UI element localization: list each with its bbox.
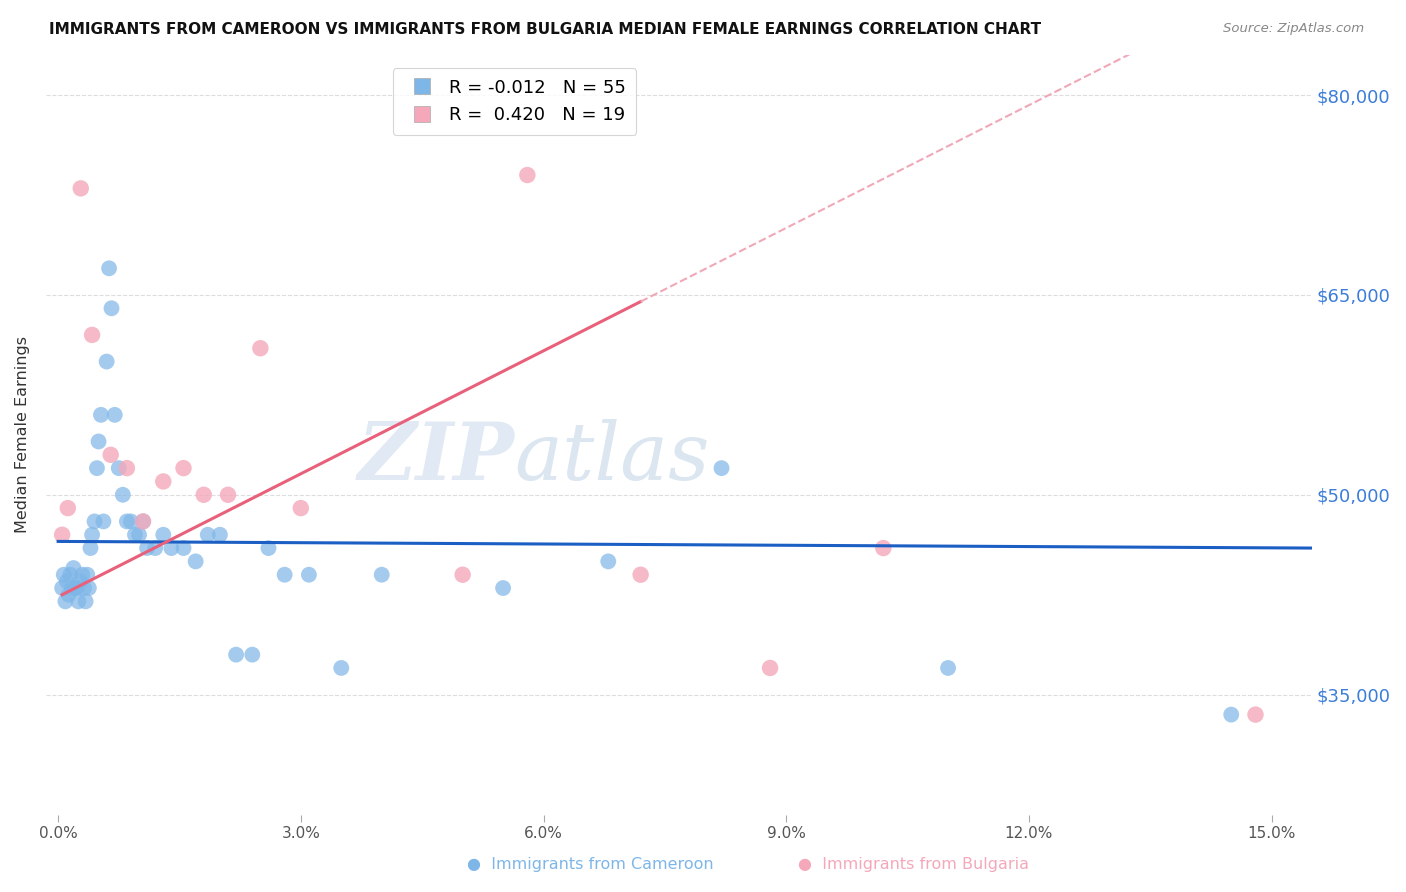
Point — [217, 488, 239, 502]
Point — [451, 567, 474, 582]
Point — [152, 527, 174, 541]
Point — [111, 488, 134, 502]
Legend: R = -0.012   N = 55, R =  0.420   N = 19: R = -0.012 N = 55, R = 0.420 N = 19 — [392, 68, 637, 135]
Point — [936, 661, 959, 675]
Point — [197, 527, 219, 541]
Point — [143, 541, 166, 555]
Point — [115, 515, 138, 529]
Point — [69, 181, 91, 195]
Point — [225, 648, 247, 662]
Point — [710, 461, 733, 475]
Point — [90, 408, 112, 422]
Point — [80, 527, 103, 541]
Text: ●  Immigrants from Cameroon: ● Immigrants from Cameroon — [467, 857, 714, 872]
Y-axis label: Median Female Earnings: Median Female Earnings — [15, 336, 30, 533]
Point — [51, 581, 73, 595]
Point — [59, 567, 82, 582]
Point — [66, 581, 89, 595]
Point — [872, 541, 894, 555]
Point — [290, 501, 312, 516]
Point — [63, 581, 86, 595]
Point — [79, 541, 101, 555]
Point — [598, 554, 620, 568]
Point — [1220, 707, 1243, 722]
Point — [60, 581, 83, 595]
Point — [100, 448, 122, 462]
Point — [759, 661, 782, 675]
Point — [124, 527, 146, 541]
Point — [160, 541, 183, 555]
Point — [55, 594, 77, 608]
Point — [173, 541, 195, 555]
Point — [56, 501, 79, 516]
Point — [240, 648, 263, 662]
Point — [492, 581, 515, 595]
Point — [330, 661, 353, 675]
Point — [83, 515, 105, 529]
Point — [56, 574, 79, 589]
Point — [132, 515, 155, 529]
Point — [58, 588, 80, 602]
Text: ZIP: ZIP — [357, 419, 515, 496]
Point — [69, 574, 91, 589]
Point — [75, 594, 97, 608]
Point — [173, 461, 195, 475]
Text: ●  Immigrants from Bulgaria: ● Immigrants from Bulgaria — [799, 857, 1029, 872]
Point — [193, 488, 215, 502]
Point — [249, 341, 271, 355]
Point — [208, 527, 231, 541]
Point — [104, 408, 127, 422]
Point — [73, 581, 96, 595]
Point — [120, 515, 142, 529]
Point — [298, 567, 321, 582]
Point — [98, 261, 121, 276]
Point — [132, 515, 155, 529]
Point — [1244, 707, 1267, 722]
Point — [96, 354, 118, 368]
Point — [370, 567, 392, 582]
Text: IMMIGRANTS FROM CAMEROON VS IMMIGRANTS FROM BULGARIA MEDIAN FEMALE EARNINGS CORR: IMMIGRANTS FROM CAMEROON VS IMMIGRANTS F… — [49, 22, 1042, 37]
Point — [184, 554, 207, 568]
Point — [516, 168, 538, 182]
Point — [67, 594, 90, 608]
Point — [273, 567, 295, 582]
Point — [77, 581, 100, 595]
Point — [115, 461, 138, 475]
Text: Source: ZipAtlas.com: Source: ZipAtlas.com — [1223, 22, 1364, 36]
Point — [257, 541, 280, 555]
Point — [76, 567, 98, 582]
Point — [80, 327, 103, 342]
Point — [62, 561, 84, 575]
Point — [128, 527, 150, 541]
Point — [72, 567, 94, 582]
Point — [86, 461, 108, 475]
Point — [52, 567, 75, 582]
Point — [630, 567, 652, 582]
Text: atlas: atlas — [515, 419, 710, 496]
Point — [93, 515, 115, 529]
Point — [100, 301, 122, 316]
Point — [107, 461, 129, 475]
Point — [87, 434, 110, 449]
Point — [152, 475, 174, 489]
Point — [51, 527, 73, 541]
Point — [136, 541, 159, 555]
